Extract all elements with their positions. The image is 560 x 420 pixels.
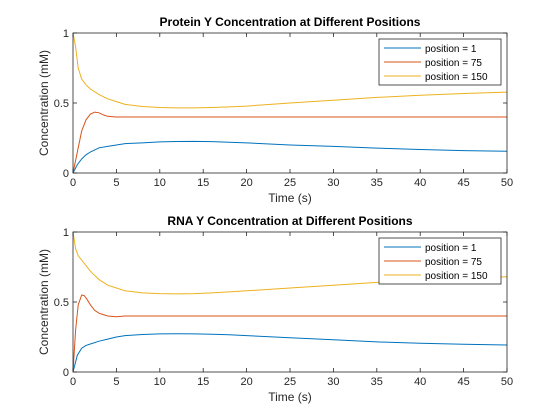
legend-box	[378, 38, 502, 86]
x-tick-label: 5	[113, 376, 119, 388]
x-tick-label: 30	[327, 177, 339, 189]
legend-entry: position = 75	[425, 58, 482, 69]
x-tick-label: 20	[240, 376, 252, 388]
x-tick-label: 20	[240, 177, 252, 189]
y-tick-label: 1	[63, 28, 69, 40]
x-tick-label: 45	[457, 376, 469, 388]
series-line-3	[72, 231, 508, 295]
legend-entry: position = 1	[425, 243, 477, 254]
x-tick-label: 40	[414, 376, 426, 388]
x-tick-label: 45	[457, 177, 469, 189]
y-tick-label: 1	[63, 227, 69, 239]
legend-entry: position = 1	[425, 44, 477, 55]
y-tick-label: 0.5	[54, 297, 69, 309]
legend-entry: position = 75	[425, 257, 482, 268]
x-axis-label: Time (s)	[268, 191, 312, 205]
x-tick-label: 0	[70, 177, 76, 189]
series-line-3	[72, 32, 508, 109]
chart-title: RNA Y Concentration at Different Positio…	[167, 214, 412, 228]
y-tick-label: 0	[63, 367, 69, 379]
x-tick-label: 15	[197, 177, 209, 189]
x-tick-label: 25	[284, 177, 296, 189]
chart-1: 0 5 10 15 20 25 30 35 40 45 50 0 0.5 1 Protein Y Conce…	[37, 15, 513, 205]
x-tick-label: 15	[197, 376, 209, 388]
x-tick-label: 30	[327, 376, 339, 388]
legend-entry: position = 150	[425, 271, 488, 282]
chart-title: Protein Y Concentration at Different Pos…	[160, 15, 421, 29]
legend-entry: position = 150	[425, 72, 488, 83]
y-tick-label: 0	[63, 168, 69, 180]
series-line-1	[72, 333, 508, 373]
x-tick-label: 50	[501, 376, 513, 388]
series-line-2	[72, 111, 507, 174]
x-tick-label: 5	[113, 177, 119, 189]
legend: position = 1 position = 75 position = 150	[378, 237, 502, 285]
x-tick-label: 35	[371, 376, 383, 388]
legend: position = 1 position = 75 position = 150	[378, 38, 502, 86]
x-tick-label: 10	[154, 376, 166, 388]
y-axis-label: Concentration (mM)	[37, 249, 51, 355]
y-axis-label: Concentration (mM)	[37, 50, 51, 156]
chart-2: 0 5 10 15 20 25 30 35 40 45 50 0 0.5 1 RNA Y Concentra…	[37, 214, 513, 404]
x-tick-label: 25	[284, 376, 296, 388]
x-tick-label: 35	[371, 177, 383, 189]
x-tick-label: 50	[501, 177, 513, 189]
x-tick-label: 10	[154, 177, 166, 189]
x-tick-label: 0	[70, 376, 76, 388]
series-line-1	[72, 140, 508, 174]
series-line-2	[72, 294, 507, 373]
x-axis-label: Time (s)	[268, 390, 312, 404]
y-tick-label: 0.5	[54, 98, 69, 110]
x-tick-label: 40	[414, 177, 426, 189]
